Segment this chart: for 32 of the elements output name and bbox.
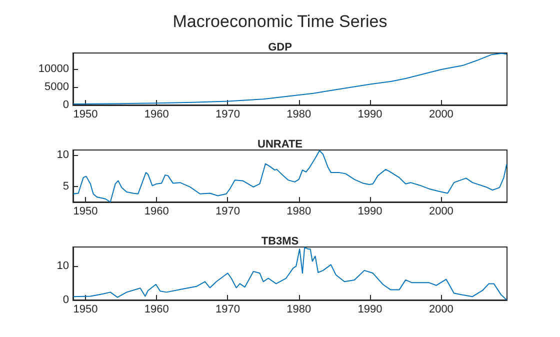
x-tick-label: 1960 [144,206,169,218]
y-tick-label: 10 [56,149,69,162]
x-tick-label: 1970 [216,304,240,316]
chart-subtitle: UNRATE [257,138,303,150]
y-tick-label: 5000 [44,81,69,94]
y-tick-label: 10 [56,260,69,272]
x-tick-label: 1950 [73,108,98,120]
y-tick-label: 0 [62,99,69,111]
x-tick-label: 1990 [358,206,382,218]
line-series [72,246,508,300]
x-tick-label: 1990 [358,108,382,120]
y-tick-label: 5 [62,180,69,192]
x-tick-label: 2000 [428,206,454,218]
chart-title: Macroeconomic Time Series [172,12,388,31]
x-tick-label: 1950 [73,304,98,316]
chart-subtitle: TB3MS [261,236,299,248]
x-tick-label: 1980 [286,206,312,218]
line-series [72,52,508,105]
x-tick-label: 1960 [144,304,169,316]
y-tick-label: 10000 [38,63,69,76]
x-tick-label: 1970 [216,206,240,218]
x-tick-label: 1980 [286,304,312,316]
x-tick-label: 1960 [144,108,169,120]
line-series [72,150,508,202]
x-tick-label: 2000 [428,304,454,316]
x-tick-label: 1990 [358,304,382,316]
x-tick-label: 2000 [428,108,454,120]
x-tick-label: 1950 [73,206,98,218]
y-tick-label: 0 [62,294,69,306]
x-tick-label: 1980 [286,108,312,120]
chart-subtitle: GDP [268,42,292,54]
x-tick-label: 1970 [216,108,240,120]
